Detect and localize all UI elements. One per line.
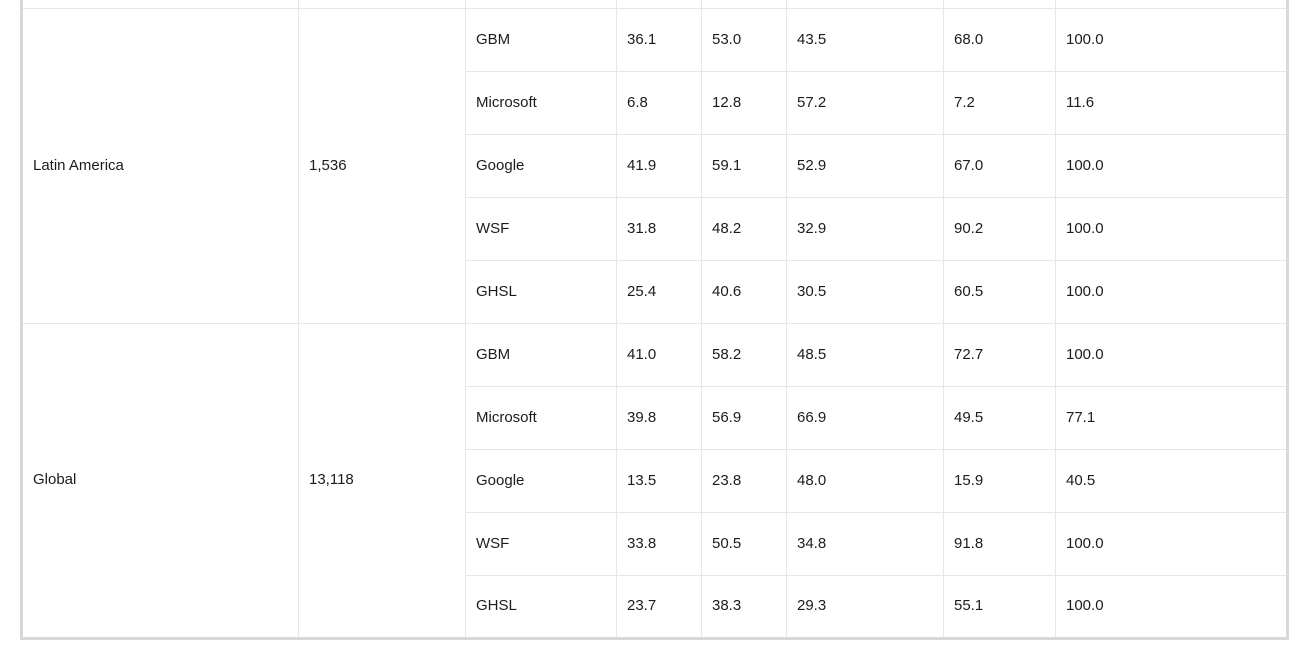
count-cell: 13,118 xyxy=(298,322,466,639)
value-cell: 29.3 xyxy=(786,574,944,639)
value-cell: 11.6 xyxy=(1055,70,1288,135)
value-cell: 48.5 xyxy=(786,322,944,387)
value-cell: 100.0 xyxy=(1055,7,1288,72)
value-cell: 40.6 xyxy=(701,259,787,324)
table-row: Global 13,118 GBM 41.0 58.2 48.5 72.7 10… xyxy=(21,322,1288,639)
cutoff-cell xyxy=(786,0,944,9)
table-row: GHSL 23.7 38.3 29.3 55.1 100.0 xyxy=(22,574,1288,639)
cutoff-row xyxy=(21,0,1288,9)
model-cell: Google xyxy=(465,133,617,198)
value-cell: 56.9 xyxy=(701,385,787,450)
value-cell: 58.2 xyxy=(701,322,787,387)
cutoff-cell xyxy=(701,0,787,9)
value-cell: 15.9 xyxy=(943,448,1056,513)
cutoff-cell xyxy=(616,0,702,9)
value-cell: 68.0 xyxy=(943,7,1056,72)
cutoff-cell xyxy=(1055,0,1288,9)
model-cell: Microsoft xyxy=(465,70,617,135)
value-cell: 32.9 xyxy=(786,196,944,261)
cutoff-cell xyxy=(943,0,1056,9)
value-cell: 23.7 xyxy=(616,574,702,639)
table-row: Google 13.5 23.8 48.0 15.9 40.5 xyxy=(22,448,1288,513)
value-cell: 57.2 xyxy=(786,70,944,135)
model-cell: GBM xyxy=(465,322,617,387)
value-cell: 53.0 xyxy=(701,7,787,72)
value-cell: 100.0 xyxy=(1055,196,1288,261)
model-cell: GHSL xyxy=(465,574,617,639)
table-row: Microsoft 39.8 56.9 66.9 49.5 77.1 xyxy=(22,385,1288,450)
value-cell: 36.1 xyxy=(616,7,702,72)
cutoff-cell xyxy=(465,0,617,9)
value-cell: 60.5 xyxy=(943,259,1056,324)
value-cell: 100.0 xyxy=(1055,259,1288,324)
value-cell: 100.0 xyxy=(1055,511,1288,576)
value-cell: 59.1 xyxy=(701,133,787,198)
value-cell: 77.1 xyxy=(1055,385,1288,450)
value-cell: 41.9 xyxy=(616,133,702,198)
value-cell: 50.5 xyxy=(701,511,787,576)
model-cell: GHSL xyxy=(465,259,617,324)
value-cell: 55.1 xyxy=(943,574,1056,639)
value-cell: 43.5 xyxy=(786,7,944,72)
model-cell: Microsoft xyxy=(465,385,617,450)
region-cell: Global xyxy=(21,322,299,639)
value-cell: 100.0 xyxy=(1055,133,1288,198)
value-cell: 40.5 xyxy=(1055,448,1288,513)
cutoff-cell xyxy=(21,0,299,9)
value-cell: 91.8 xyxy=(943,511,1056,576)
value-cell: 90.2 xyxy=(943,196,1056,261)
value-cell: 100.0 xyxy=(1055,574,1288,639)
value-cell: 13.5 xyxy=(616,448,702,513)
value-cell: 7.2 xyxy=(943,70,1056,135)
model-cell: WSF xyxy=(465,511,617,576)
value-cell: 48.0 xyxy=(786,448,944,513)
region-cell: Latin America xyxy=(21,7,299,324)
value-cell: 39.8 xyxy=(616,385,702,450)
table-row: WSF 31.8 48.2 32.9 90.2 100.0 xyxy=(22,196,1288,261)
value-cell: 30.5 xyxy=(786,259,944,324)
value-cell: 12.8 xyxy=(701,70,787,135)
value-cell: 31.8 xyxy=(616,196,702,261)
value-cell: 66.9 xyxy=(786,385,944,450)
model-cell: Google xyxy=(465,448,617,513)
value-cell: 52.9 xyxy=(786,133,944,198)
table-row: Latin America 1,536 GBM 36.1 53.0 43.5 6… xyxy=(21,7,1288,324)
table-row: Google 41.9 59.1 52.9 67.0 100.0 xyxy=(22,133,1288,198)
value-cell: 41.0 xyxy=(616,322,702,387)
table-row: GHSL 25.4 40.6 30.5 60.5 100.0 xyxy=(22,259,1288,324)
cutoff-cell xyxy=(298,0,466,9)
table-row: Microsoft 6.8 12.8 57.2 7.2 11.6 xyxy=(22,70,1288,135)
table-row: WSF 33.8 50.5 34.8 91.8 100.0 xyxy=(22,511,1288,576)
value-cell: 33.8 xyxy=(616,511,702,576)
value-cell: 25.4 xyxy=(616,259,702,324)
value-cell: 23.8 xyxy=(701,448,787,513)
value-cell: 72.7 xyxy=(943,322,1056,387)
value-cell: 48.2 xyxy=(701,196,787,261)
value-cell: 49.5 xyxy=(943,385,1056,450)
model-cell: GBM xyxy=(465,7,617,72)
value-cell: 38.3 xyxy=(701,574,787,639)
model-cell: WSF xyxy=(465,196,617,261)
value-cell: 34.8 xyxy=(786,511,944,576)
value-cell: 100.0 xyxy=(1055,322,1288,387)
value-cell: 6.8 xyxy=(616,70,702,135)
results-table: Latin America 1,536 GBM 36.1 53.0 43.5 6… xyxy=(20,0,1289,640)
value-cell: 67.0 xyxy=(943,133,1056,198)
count-cell: 1,536 xyxy=(298,7,466,324)
